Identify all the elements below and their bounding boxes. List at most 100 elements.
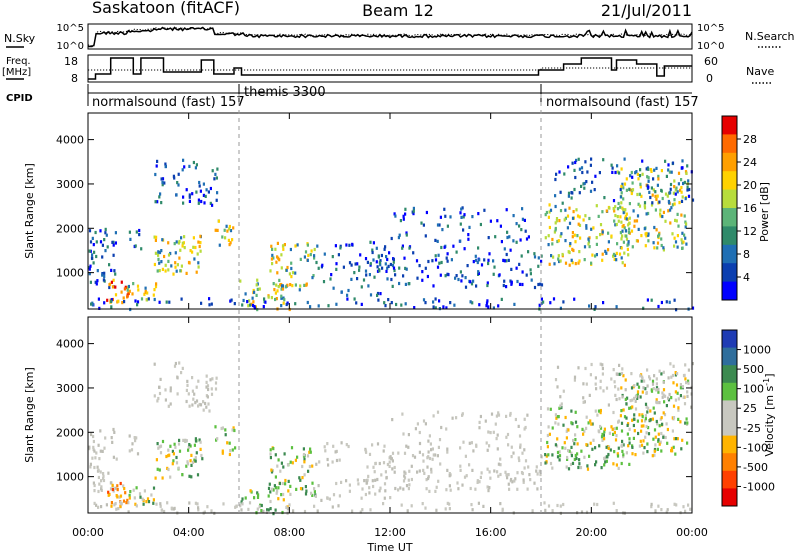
echo-cell <box>656 447 659 451</box>
echo-cell <box>117 299 120 303</box>
echo-cell <box>178 361 181 365</box>
echo-cell <box>372 484 375 489</box>
echo-cell <box>136 303 139 307</box>
echo-cell <box>153 297 156 302</box>
echo-cell <box>470 503 473 507</box>
echo-cell <box>525 237 529 241</box>
echo-cell <box>273 484 276 488</box>
echo-cell <box>339 246 342 250</box>
echo-cell <box>361 508 364 512</box>
echo-cell <box>337 504 340 508</box>
echo-cell <box>622 374 625 378</box>
echo-cell <box>673 198 676 202</box>
echo-cell <box>455 274 458 278</box>
echo-cell <box>177 183 180 187</box>
echo-cell <box>499 463 502 467</box>
echo-cell <box>192 245 195 249</box>
echo-cell <box>389 496 392 500</box>
echo-cell <box>114 502 117 506</box>
echo-cell <box>290 266 293 271</box>
echo-cell <box>105 233 108 237</box>
echo-cell <box>159 192 162 196</box>
echo-cell <box>686 421 689 425</box>
echo-cell <box>607 446 610 450</box>
echo-cell <box>159 502 162 506</box>
echo-cell <box>214 172 217 176</box>
echo-cell <box>640 379 643 383</box>
echo-cell <box>568 263 571 267</box>
echo-cell <box>439 273 442 277</box>
echo-cell <box>505 435 508 439</box>
echo-cell <box>427 475 430 479</box>
echo-cell <box>332 444 335 448</box>
echo-cell <box>580 184 583 188</box>
echo-cell <box>204 194 207 198</box>
echo-cell <box>649 195 652 200</box>
echo-cell <box>665 174 668 178</box>
echo-cell <box>93 250 96 254</box>
echo-cell <box>176 392 179 396</box>
echo-cell <box>312 274 315 278</box>
echo-cell <box>647 426 650 430</box>
echo-cell <box>256 507 259 511</box>
echo-cell <box>88 445 91 449</box>
echo-cell <box>486 485 489 489</box>
echo-cell <box>679 420 682 424</box>
echo-cell <box>651 193 654 197</box>
echo-cell <box>603 457 606 461</box>
echo-cell <box>554 413 557 417</box>
echo-cell <box>635 219 639 223</box>
echo-cell <box>660 508 663 512</box>
echo-cell <box>268 482 271 486</box>
echo-cell <box>675 503 678 507</box>
echo-cell <box>358 268 361 272</box>
echo-cell <box>137 288 140 292</box>
echo-cell <box>633 224 636 228</box>
echo-cell <box>536 487 539 491</box>
echo-cell <box>180 236 183 240</box>
echo-cell <box>97 489 100 494</box>
echo-cell <box>674 218 677 222</box>
echo-cell <box>255 293 258 297</box>
echo-cell <box>591 180 594 184</box>
echo-cell <box>374 478 377 482</box>
echo-cell <box>289 247 292 252</box>
echo-cell <box>388 464 391 468</box>
echo-cell <box>156 467 159 471</box>
echo-cell <box>463 213 466 217</box>
echo-cell <box>638 204 642 208</box>
echo-cell <box>202 408 205 412</box>
echo-cell <box>637 202 640 206</box>
echo-cell <box>525 273 528 277</box>
echo-cell <box>650 203 654 207</box>
echo-cell <box>97 468 100 472</box>
echo-cell <box>196 502 199 506</box>
echo-cell <box>214 387 218 391</box>
echo-cell <box>340 290 343 294</box>
echo-cell <box>246 300 249 304</box>
echo-cell <box>158 445 161 449</box>
echo-cell <box>614 213 617 218</box>
echo-cell <box>627 223 630 227</box>
echo-cell <box>611 427 614 431</box>
echo-cell <box>618 363 621 367</box>
echo-cell <box>623 182 627 186</box>
echo-cell <box>568 449 571 453</box>
echo-cell <box>614 223 617 227</box>
echo-cell <box>379 486 382 490</box>
echo-cell <box>248 501 252 505</box>
echo-cell <box>493 265 496 269</box>
echo-cell <box>641 390 644 394</box>
echo-cell <box>127 501 130 505</box>
echo-cell <box>673 179 676 183</box>
echo-cell <box>334 244 337 248</box>
echo-cell <box>277 458 280 462</box>
echo-cell <box>551 509 554 513</box>
cpid-segment-label: themis 3300 <box>244 85 326 100</box>
echo-cell <box>658 442 661 446</box>
echo-cell <box>671 161 675 165</box>
echo-cell <box>278 481 281 486</box>
echo-cell <box>408 469 411 473</box>
echo-cell <box>646 368 649 372</box>
echo-cell <box>187 448 190 452</box>
